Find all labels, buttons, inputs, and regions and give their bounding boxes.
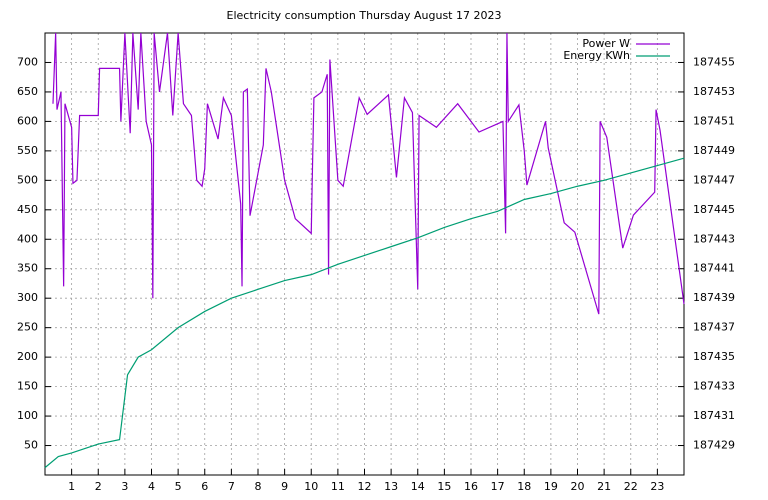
y2-tick-label: 187431 <box>693 409 735 422</box>
y2-tick-label: 187445 <box>693 203 735 216</box>
x-tick-label: 7 <box>228 480 235 493</box>
x-tick-label: 11 <box>331 480 345 493</box>
y-tick-label: 650 <box>17 85 38 98</box>
y-tick-label: 200 <box>17 350 38 363</box>
y2-tick-label: 187455 <box>693 55 735 68</box>
y2-tick-label: 187443 <box>693 232 735 245</box>
y2-tick-label: 187433 <box>693 380 735 393</box>
y2-tick-label: 187429 <box>693 439 735 452</box>
x-tick-label: 20 <box>571 480 585 493</box>
series-line <box>52 32 685 315</box>
plot-frame <box>44 32 685 476</box>
y2-tick-label: 187453 <box>693 85 735 98</box>
legend-label: Energy KWh <box>563 49 630 62</box>
series-line <box>44 157 685 469</box>
y-tick-label: 700 <box>17 55 38 68</box>
y2-tick-label: 187447 <box>693 173 735 186</box>
x-tick-label: 18 <box>517 480 531 493</box>
y-tick-label: 250 <box>17 321 38 334</box>
y-tick-label: 150 <box>17 380 38 393</box>
x-tick-label: 21 <box>597 480 611 493</box>
y2-tick-label: 187441 <box>693 262 735 275</box>
x-tick-label: 14 <box>411 480 425 493</box>
y-tick-label: 400 <box>17 232 38 245</box>
y-tick-label: 450 <box>17 203 38 216</box>
y-tick-label: 100 <box>17 409 38 422</box>
x-tick-label: 5 <box>175 480 182 493</box>
x-tick-label: 6 <box>201 480 208 493</box>
x-tick-label: 22 <box>624 480 638 493</box>
x-tick-label: 4 <box>148 480 155 493</box>
y-tick-label: 600 <box>17 114 38 127</box>
x-tick-label: 15 <box>437 480 451 493</box>
x-tick-label: 13 <box>384 480 398 493</box>
y2-tick-label: 187451 <box>693 114 735 127</box>
y-tick-label: 300 <box>17 291 38 304</box>
x-tick-label: 23 <box>650 480 664 493</box>
y2-tick-label: 187435 <box>693 350 735 363</box>
y2-tick-label: 187437 <box>693 321 735 334</box>
x-tick-label: 8 <box>255 480 262 493</box>
x-tick-label: 2 <box>95 480 102 493</box>
x-tick-label: 17 <box>491 480 505 493</box>
y-tick-label: 350 <box>17 262 38 275</box>
y-tick-label: 500 <box>17 173 38 186</box>
x-tick-label: 9 <box>281 480 288 493</box>
y-tick-label: 550 <box>17 144 38 157</box>
x-tick-label: 1 <box>68 480 75 493</box>
chart-title: Electricity consumption Thursday August … <box>227 9 502 22</box>
x-tick-label: 10 <box>304 480 318 493</box>
y2-tick-label: 187439 <box>693 291 735 304</box>
x-tick-label: 3 <box>121 480 128 493</box>
x-tick-label: 12 <box>358 480 372 493</box>
legend-label: Power W <box>582 37 630 50</box>
y2-tick-label: 187449 <box>693 144 735 157</box>
y-tick-label: 50 <box>24 439 38 452</box>
x-tick-label: 16 <box>464 480 478 493</box>
x-tick-label: 19 <box>544 480 558 493</box>
